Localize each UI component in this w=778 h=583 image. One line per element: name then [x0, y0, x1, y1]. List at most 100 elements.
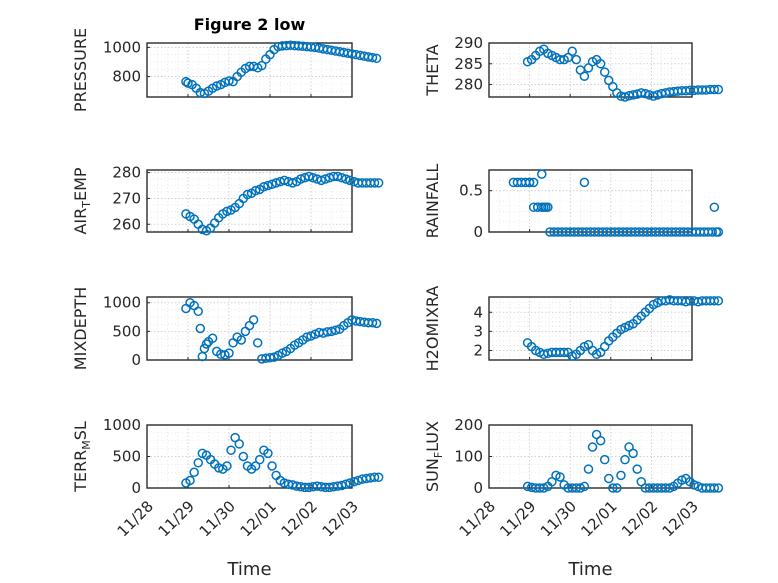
data-point — [252, 338, 263, 348]
axes-frame — [488, 296, 693, 361]
data-point — [304, 171, 314, 182]
data-point — [709, 483, 720, 493]
data-point — [222, 461, 232, 471]
data-point — [583, 464, 594, 474]
y-tick-label: 1000 — [103, 294, 141, 312]
series-points — [522, 44, 724, 102]
data-point — [571, 54, 582, 65]
subplot-rainfall: 0 0.5 RAINFALL — [423, 164, 724, 241]
data-point — [528, 177, 539, 188]
series-points — [522, 429, 724, 493]
data-point — [648, 91, 659, 101]
y-tick-label: 500 — [112, 322, 141, 340]
data-point — [224, 76, 234, 86]
data-point — [236, 335, 247, 345]
y-tick-label: 0 — [131, 351, 141, 369]
y-tick-label: 3 — [473, 322, 483, 340]
data-point — [709, 202, 720, 212]
data-point — [226, 445, 236, 455]
axes-frame — [146, 42, 353, 98]
data-point — [608, 483, 618, 493]
y-axis-label: SUNFLUX — [423, 421, 445, 492]
data-point — [332, 171, 343, 182]
axes-frame — [146, 296, 353, 361]
x-axis-label: Time — [567, 559, 612, 580]
subplot-terr-msl: 0 500 1000 TERRMSL 11/2811/2911/3012/0112/02… — [71, 416, 384, 580]
y-axis-label: TERRMSL — [71, 421, 93, 493]
data-point — [373, 472, 384, 483]
data-point — [559, 347, 569, 358]
x-tick-label: 12/03 — [659, 497, 702, 540]
series-points — [181, 297, 382, 364]
data-point — [248, 315, 259, 325]
data-point — [279, 175, 290, 186]
axes-frame — [146, 169, 353, 233]
data-point — [628, 448, 638, 459]
data-point — [369, 472, 380, 483]
y-tick-label: 0 — [473, 479, 483, 497]
data-point — [263, 448, 273, 459]
data-point — [224, 348, 234, 358]
data-point — [579, 177, 590, 188]
subplot-mixdepth: 0 500 1000 MIXDEPTH — [71, 287, 382, 370]
data-point — [713, 296, 724, 306]
data-point — [367, 52, 378, 63]
data-point — [341, 479, 351, 489]
data-point — [287, 178, 298, 188]
x-tick-label: 11/29 — [155, 497, 198, 540]
x-tick-label: 11/28 — [114, 497, 157, 540]
data-point — [367, 318, 378, 328]
subplot-air-temp: 260 270 280 AIRTEMP — [71, 164, 384, 236]
data-point — [371, 53, 382, 64]
data-point — [345, 175, 355, 186]
data-point — [195, 323, 206, 334]
data-point — [320, 174, 331, 184]
data-point — [369, 178, 380, 188]
data-point — [713, 84, 724, 95]
data-point — [267, 461, 277, 471]
x-tick-label: 12/01 — [577, 497, 620, 540]
data-point — [579, 71, 590, 81]
data-point — [532, 202, 543, 212]
data-point — [640, 88, 651, 99]
data-point — [259, 182, 269, 192]
series-points — [522, 295, 724, 361]
data-point — [242, 189, 253, 200]
data-point — [326, 326, 337, 337]
data-point — [604, 473, 614, 484]
y-tick-label: 285 — [454, 55, 483, 73]
y-tick-label: 4 — [473, 303, 483, 321]
data-point — [193, 458, 203, 468]
data-point — [371, 318, 382, 329]
data-point — [316, 175, 326, 186]
y-tick-label: 0.5 — [459, 182, 483, 200]
data-point — [599, 67, 610, 77]
axes-frame — [488, 424, 693, 489]
data-point — [257, 60, 267, 71]
data-point — [238, 451, 249, 462]
data-point — [539, 202, 549, 212]
y-tick-label: 200 — [454, 416, 483, 434]
data-point — [612, 483, 622, 493]
x-tick-label: 12/01 — [237, 497, 280, 540]
subplot-sun-flux: 0 100 200 SUNFLUX 11/2811/2911/3012/0112/021… — [423, 416, 724, 580]
x-tick-label: 12/02 — [618, 497, 661, 540]
data-point — [543, 202, 553, 212]
y-tick-label: 1000 — [103, 416, 141, 434]
series-points — [181, 171, 384, 236]
data-point — [555, 472, 565, 482]
y-axis-label: PRESSURE — [71, 28, 90, 112]
data-point — [185, 475, 195, 486]
data-point — [579, 481, 590, 492]
data-point — [341, 174, 351, 184]
data-point — [337, 480, 347, 491]
data-point — [373, 178, 384, 188]
x-tick-label: 11/30 — [196, 497, 239, 540]
data-point — [567, 46, 577, 57]
x-tick-label: 11/28 — [456, 497, 499, 540]
data-point — [267, 179, 277, 189]
data-point — [263, 180, 273, 191]
y-axis-label: H2OMIXRA — [423, 286, 442, 372]
